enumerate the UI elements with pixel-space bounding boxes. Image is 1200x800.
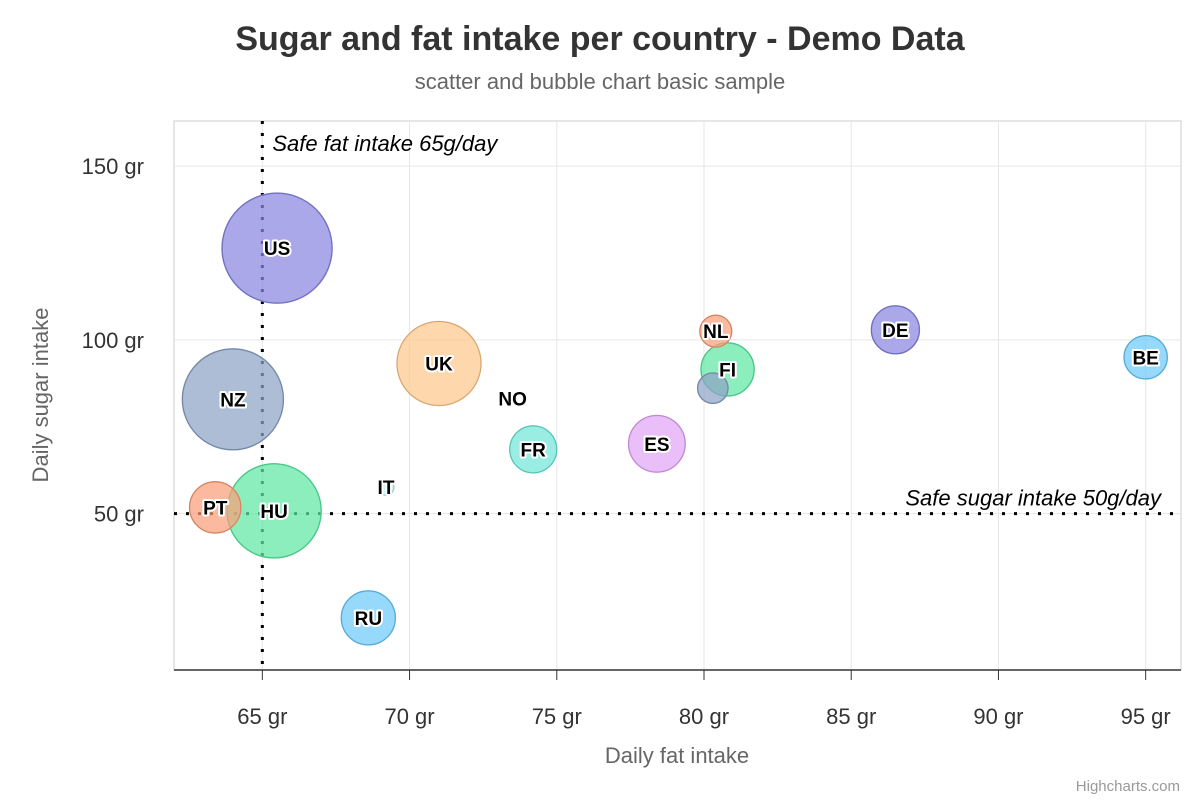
- x-tick-label: 95 gr: [1121, 704, 1171, 729]
- y-tick-label: 100 gr: [82, 328, 144, 353]
- x-tick-label: 65 gr: [237, 704, 287, 729]
- bubble-label-no: NO: [498, 390, 527, 411]
- axis-layer: 65 gr 70 gr 75 gr 80 gr 85 gr 90 gr 95 gr 50 gr…: [82, 154, 1181, 729]
- bubble-de[interactable]: [870, 305, 921, 355]
- bubble-se[interactable]: [696, 372, 729, 405]
- chart-subtitle: scatter and bubble chart basic sample: [415, 69, 786, 94]
- bubble-label-de: DE: [882, 321, 908, 342]
- bubble-label-be: BE: [1132, 348, 1158, 369]
- x-tick-label: 70 gr: [384, 704, 434, 729]
- bubble-ru[interactable]: [340, 590, 397, 646]
- sugar-threshold-label: Safe sugar intake 50g/day: [905, 486, 1163, 511]
- bubble-outline-be: [1123, 335, 1168, 380]
- bubble-outline-se: [697, 372, 729, 404]
- bubble-label-us: US: [264, 239, 290, 260]
- bubble-outline-it: [377, 478, 395, 496]
- bubble-outline-no: [508, 394, 518, 404]
- x-tick-label: 75 gr: [532, 704, 582, 729]
- x-tick-label: 80 gr: [679, 704, 729, 729]
- y-tick-label: 150 gr: [82, 154, 144, 179]
- bubble-nz[interactable]: [181, 348, 285, 451]
- bubble-outline-ru: [340, 590, 396, 646]
- grid-layer: [173, 120, 1182, 671]
- bubble-outline-fr: [509, 425, 558, 474]
- bubble-no[interactable]: [507, 393, 518, 404]
- x-tick-label: 85 gr: [826, 704, 876, 729]
- bubble-outline-pt: [189, 481, 242, 534]
- bubble-be[interactable]: [1123, 334, 1169, 380]
- bubble-outline-nz: [181, 348, 284, 451]
- bubble-label-hu: HU: [260, 502, 287, 523]
- bubble-label-nz: NZ: [220, 390, 246, 411]
- bubble-us[interactable]: [221, 192, 333, 304]
- chart-title: Sugar and fat intake per country - Demo …: [235, 20, 965, 58]
- bubble-pt[interactable]: [188, 480, 242, 534]
- plot-border: [173, 120, 1182, 671]
- bubble-uk[interactable]: [396, 320, 482, 407]
- bubble-fr[interactable]: [508, 425, 558, 474]
- plot-lines: Safe fat intake 65g/day Safe sugar intake…: [174, 121, 1181, 670]
- bubble-it[interactable]: [377, 478, 395, 496]
- bubble-label-pt: PT: [203, 498, 228, 519]
- bubble-label-uk: UK: [425, 355, 453, 376]
- bubble-nl[interactable]: [699, 314, 733, 348]
- bubble-outline-us: [221, 192, 333, 304]
- y-tick-label: 50 gr: [94, 502, 144, 527]
- bubble-es[interactable]: [627, 414, 686, 473]
- bubble-label-it: IT: [378, 478, 395, 499]
- fat-threshold-label: Safe fat intake 65g/day: [272, 131, 499, 156]
- bubble-outline-uk: [396, 321, 482, 407]
- credits-link[interactable]: Highcharts.com: [1076, 778, 1180, 795]
- x-tick-label: 90 gr: [973, 704, 1023, 729]
- bubble-label-nl: NL: [703, 322, 729, 343]
- y-axis-title: Daily sugar intake: [28, 308, 53, 483]
- bubble-label-fi: FI: [719, 360, 736, 381]
- bubble-labels: BE DE FI NL ES FR NO UK IT RU US HU PT NZ: [201, 237, 1161, 632]
- bubble-outline-de: [870, 305, 920, 355]
- bubble-outline-nl: [699, 314, 733, 348]
- bubble-label-fr: FR: [521, 440, 547, 461]
- bubble-label-es: ES: [644, 435, 669, 456]
- x-axis-title: Daily fat intake: [605, 743, 749, 768]
- bubble-label-ru: RU: [355, 609, 382, 630]
- bubble-series: [181, 192, 1169, 646]
- bubble-outline-es: [628, 414, 686, 473]
